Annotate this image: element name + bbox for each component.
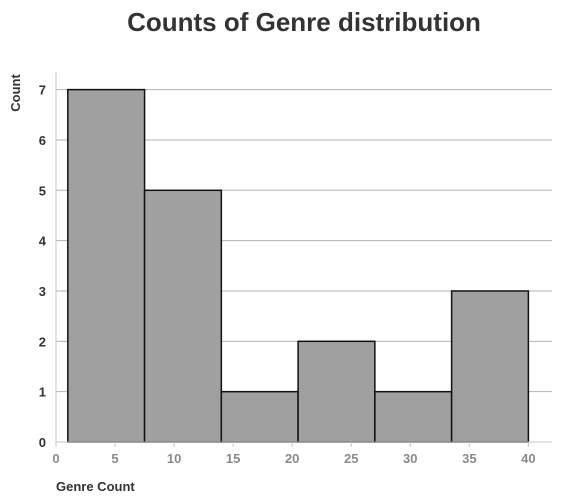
histogram-bar [67,88,146,443]
y-tick-label: 6 [39,133,46,148]
histogram-bar [220,390,299,443]
y-tick-label: 2 [39,334,46,349]
y-tick-label: 7 [39,83,46,98]
axes [55,72,552,447]
x-tick-label: 10 [167,451,181,466]
y-tick-label: 4 [39,234,47,249]
x-tick-label: 35 [462,451,476,466]
x-axis-label: Genre Count [56,479,135,494]
y-tick-label: 1 [39,385,46,400]
x-tick-label: 15 [226,451,240,466]
histogram-bar [297,340,376,443]
histogram-bar [374,390,453,443]
x-tick-label: 30 [403,451,417,466]
x-tick-label: 25 [344,451,358,466]
x-tick-label: 20 [285,451,299,466]
x-tick-label: 5 [111,451,118,466]
histogram-bar [143,189,223,443]
tick-labels: 0 1 2 3 4 5 6 7 0 5 10 15 20 25 30 35 40 [39,83,536,466]
y-tick-label: 0 [39,435,46,450]
histogram-bar [450,290,530,443]
x-tick-label: 40 [521,451,535,466]
y-axis-label: Count [8,74,23,112]
chart-title: Counts of Genre distribution [127,7,481,37]
y-tick-label: 3 [39,284,46,299]
y-tick-label: 5 [39,183,46,198]
bars [67,88,530,443]
x-tick-label: 0 [52,451,59,466]
